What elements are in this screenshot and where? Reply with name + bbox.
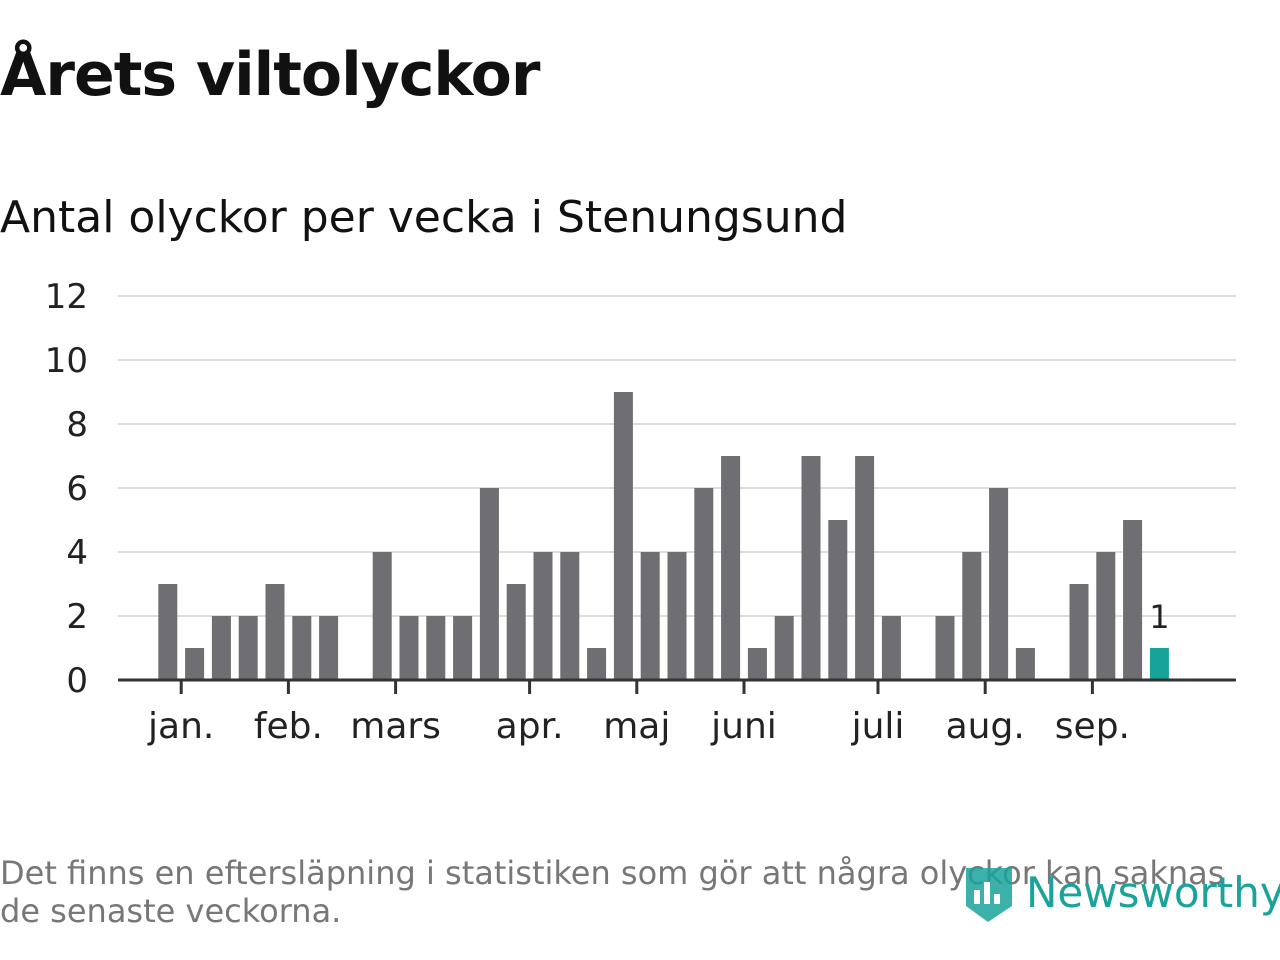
bar bbox=[185, 648, 205, 680]
bar bbox=[855, 456, 875, 680]
x-tick-label: apr. bbox=[496, 706, 564, 747]
x-tick-label: feb. bbox=[254, 706, 323, 747]
y-tick-label: 2 bbox=[66, 597, 88, 637]
y-tick-label: 4 bbox=[66, 533, 88, 573]
bar bbox=[828, 520, 848, 680]
bar bbox=[640, 552, 660, 680]
bar-chart: 0 2 4 6 8 10 12 1 jan. feb. mars apr. maj juni juli aug… bbox=[45, 277, 1236, 747]
x-tick-label: aug. bbox=[946, 706, 1025, 747]
bar bbox=[801, 456, 821, 680]
bar bbox=[533, 552, 553, 680]
x-tick-label: jan. bbox=[147, 706, 214, 747]
bar bbox=[1096, 552, 1116, 680]
bar bbox=[158, 584, 178, 680]
bar bbox=[1015, 648, 1035, 680]
bar bbox=[292, 616, 312, 680]
y-tick-label: 6 bbox=[66, 469, 88, 509]
bar bbox=[694, 488, 714, 680]
bar bbox=[667, 552, 687, 680]
bar bbox=[238, 616, 258, 680]
y-tick-label: 0 bbox=[66, 661, 88, 701]
bar bbox=[587, 648, 607, 680]
chart-subtitle: Antal olyckor per vecka i Stenungsund bbox=[0, 192, 848, 243]
bar bbox=[453, 616, 473, 680]
bar bbox=[774, 616, 794, 680]
bar bbox=[560, 552, 580, 680]
x-tick-label: juni bbox=[710, 706, 777, 747]
bar bbox=[747, 648, 767, 680]
bar bbox=[1123, 520, 1143, 680]
bar bbox=[613, 392, 633, 680]
y-tick-label: 10 bbox=[45, 341, 88, 381]
chart-title: Årets viltolyckor bbox=[0, 40, 540, 110]
x-tick-label: sep. bbox=[1055, 706, 1130, 747]
bar bbox=[506, 584, 526, 680]
highlight-bar bbox=[1149, 648, 1169, 680]
bar bbox=[721, 456, 741, 680]
bar bbox=[319, 616, 339, 680]
bar bbox=[935, 616, 955, 680]
bar bbox=[372, 552, 392, 680]
newsworthy-logo-icon bbox=[966, 868, 1012, 922]
bar bbox=[399, 616, 419, 680]
bar bbox=[211, 616, 231, 680]
y-tick-label: 12 bbox=[45, 277, 88, 317]
x-tick-label: juli bbox=[851, 706, 905, 747]
x-tick-label: mars bbox=[350, 706, 441, 747]
bar bbox=[265, 584, 285, 680]
newsworthy-logo-text: Newsworthy bbox=[1026, 867, 1280, 917]
bar bbox=[479, 488, 499, 680]
bar bbox=[1069, 584, 1089, 680]
bar bbox=[989, 488, 1009, 680]
data-label: 1 bbox=[1149, 598, 1169, 636]
y-tick-label: 8 bbox=[66, 405, 88, 445]
footnote: Det finns en eftersläpning i statistiken… bbox=[0, 854, 1225, 930]
bar bbox=[426, 616, 446, 680]
x-tick-label: maj bbox=[603, 706, 670, 747]
bar bbox=[962, 552, 982, 680]
bar bbox=[881, 616, 901, 680]
newsworthy-logo: Newsworthy bbox=[962, 860, 1280, 924]
